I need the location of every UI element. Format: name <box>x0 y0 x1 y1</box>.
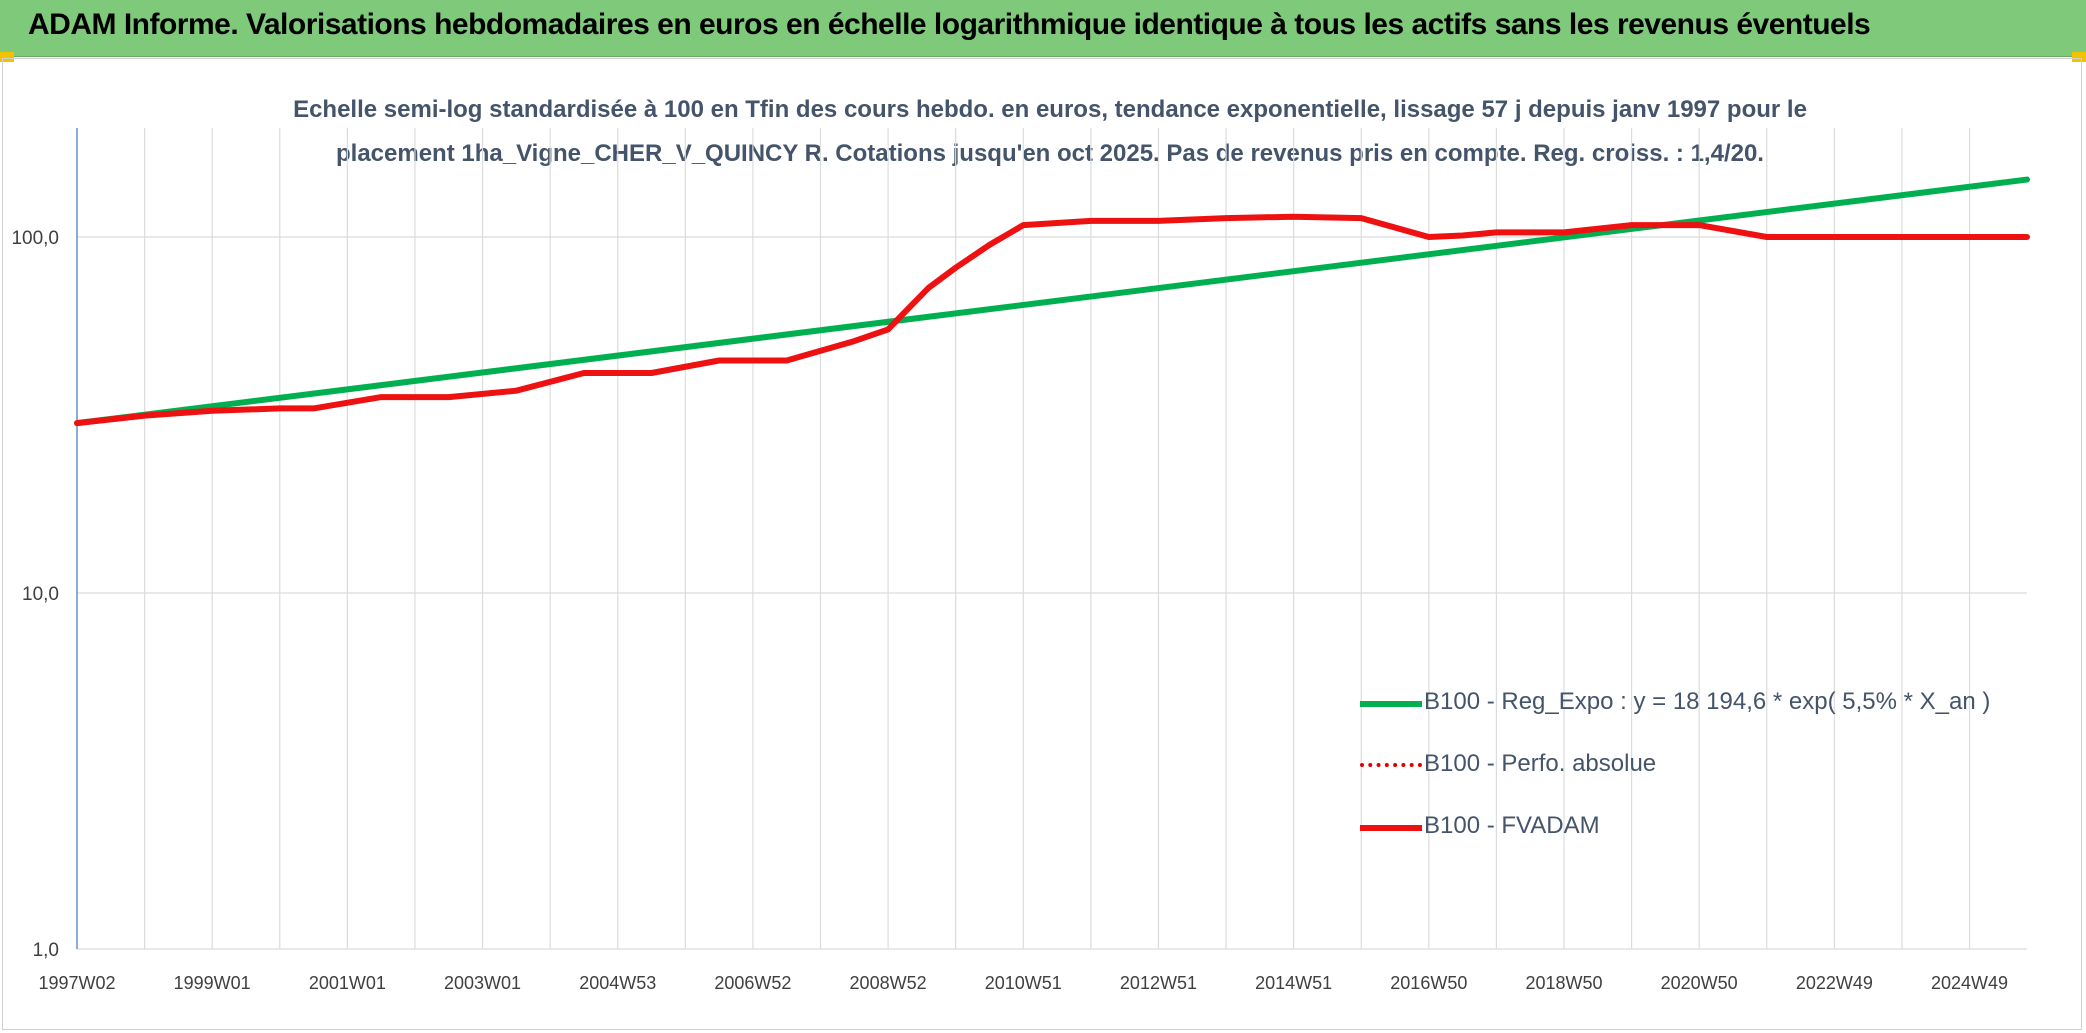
x-tick-label: 2018W50 <box>1525 973 1602 993</box>
legend-label-fvadam: B100 - FVADAM <box>1424 812 1600 839</box>
chart-title: Echelle semi-log standardisée à 100 en T… <box>200 88 1900 176</box>
x-tick-label: 2008W52 <box>850 973 927 993</box>
grid-lines <box>77 128 2027 950</box>
legend-swatch-perfo <box>1360 763 1422 767</box>
x-tick-label: 2012W51 <box>1120 973 1197 993</box>
report-banner: ADAM Informe. Valorisations hebdomadaire… <box>0 0 2086 57</box>
x-tick-label: 2022W49 <box>1796 973 1873 993</box>
x-tick-label: 2024W49 <box>1931 973 2008 993</box>
x-tick-label: 2003W01 <box>444 973 521 993</box>
chart-frame <box>2 58 2082 1030</box>
report-title: ADAM Informe. Valorisations hebdomadaire… <box>28 8 1871 41</box>
y-tick-label: 10,0 <box>22 584 59 605</box>
x-tick-label: 2006W52 <box>714 973 791 993</box>
x-tick-label: 1997W02 <box>38 973 115 993</box>
y-tick-label: 1,0 <box>33 940 59 961</box>
x-tick-label: 2014W51 <box>1255 973 1332 993</box>
x-tick-label: 2016W50 <box>1390 973 1467 993</box>
x-tick-label: 2010W51 <box>985 973 1062 993</box>
legend-swatch-regression <box>1360 701 1422 707</box>
chart-title-line-1: Echelle semi-log standardisée à 100 en T… <box>293 96 1807 123</box>
x-tick-label: 2020W50 <box>1661 973 1738 993</box>
x-tick-label: 2004W53 <box>579 973 656 993</box>
legend-item-perfo: B100 - Perfo. absolue <box>1360 750 2060 780</box>
corner-marker-left <box>0 52 14 62</box>
fvadam-line <box>74 213 2030 427</box>
corner-marker-right <box>2072 52 2086 62</box>
y-tick-label: 100,0 <box>11 228 59 249</box>
x-tick-label: 1999W01 <box>174 973 251 993</box>
tick-labels: 1,0 10,0 100,0 1997W02 1999W01 2001W01 2003W01… <box>11 228 2008 993</box>
chart-title-line-2: placement 1ha_Vigne_CHER_V_QUINCY R. Cot… <box>336 140 1764 167</box>
x-tick-label: 2001W01 <box>309 973 386 993</box>
series-lines <box>74 176 2030 427</box>
legend-item-regression: B100 - Reg_Expo : y = 18 194,6 * exp( 5,… <box>1360 688 2060 718</box>
legend-item-fvadam: B100 - FVADAM <box>1360 812 2060 842</box>
legend-swatch-fvadam <box>1360 825 1422 831</box>
legend-label-perfo: B100 - Perfo. absolue <box>1424 750 1657 777</box>
regression-line <box>74 176 2030 427</box>
legend-label-regression: B100 - Reg_Expo : y = 18 194,6 * exp( 5,… <box>1424 688 1991 715</box>
